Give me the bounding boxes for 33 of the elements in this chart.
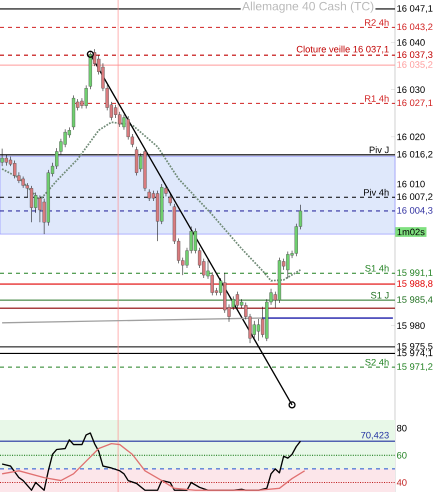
y-tick-label: 16 035,2 <box>397 61 432 69</box>
y-tick-label: 16 043,2 <box>397 24 432 32</box>
ref-line-label: Piv J <box>370 146 388 154</box>
y-tick-label: 16 047,1 <box>397 5 432 13</box>
ref-line-label: Piv 4h <box>364 188 389 196</box>
y-tick-label: 16 037,3 <box>397 51 432 60</box>
ref-line-label: S1 4h <box>365 264 389 272</box>
ref-line-label: S1 J <box>370 292 388 299</box>
y-tick-label: 15 985,4 <box>397 296 433 304</box>
ref-line-label: R1 4h <box>365 94 389 102</box>
y-tick-label: 15 980 <box>397 322 425 329</box>
text: 1m02s <box>398 228 425 236</box>
ref-line-label: 70,423 <box>361 432 389 440</box>
y-tick-label: 40 <box>396 479 407 486</box>
y-tick-label: 16 027,1 <box>397 100 432 108</box>
ref-line-label: Cloture veille 16 037,1 <box>296 46 389 54</box>
y-tick-label: 16 020 <box>397 134 425 140</box>
y-tick-label: 15 988,8 <box>397 280 433 288</box>
chart-title: Allemagne 40 Cash (TC) <box>242 2 374 13</box>
ref-line-label: S2 4h <box>365 358 389 366</box>
y-tick-label: 15 975,5 <box>397 343 433 351</box>
ref-line-label: R2 4h <box>365 19 389 26</box>
y-tick-label: 16 004,3 <box>397 207 432 215</box>
y-tick-label: 15 974,1 <box>397 350 432 358</box>
y-tick-label: 60 <box>397 452 407 459</box>
y-tick-label: 15 971,2 <box>397 363 432 371</box>
y-tick-label: 16 040 <box>397 39 425 46</box>
y-tick-label: 16 007,2 <box>397 193 432 202</box>
y-tick-label: 80 <box>396 424 407 432</box>
y-tick-label: 16 030 <box>397 86 425 93</box>
y-tick-label: 16 016,2 <box>397 150 432 159</box>
y-tick-label: 16 010 <box>397 180 425 188</box>
y-tick-label: 15 991,1 <box>397 269 432 278</box>
